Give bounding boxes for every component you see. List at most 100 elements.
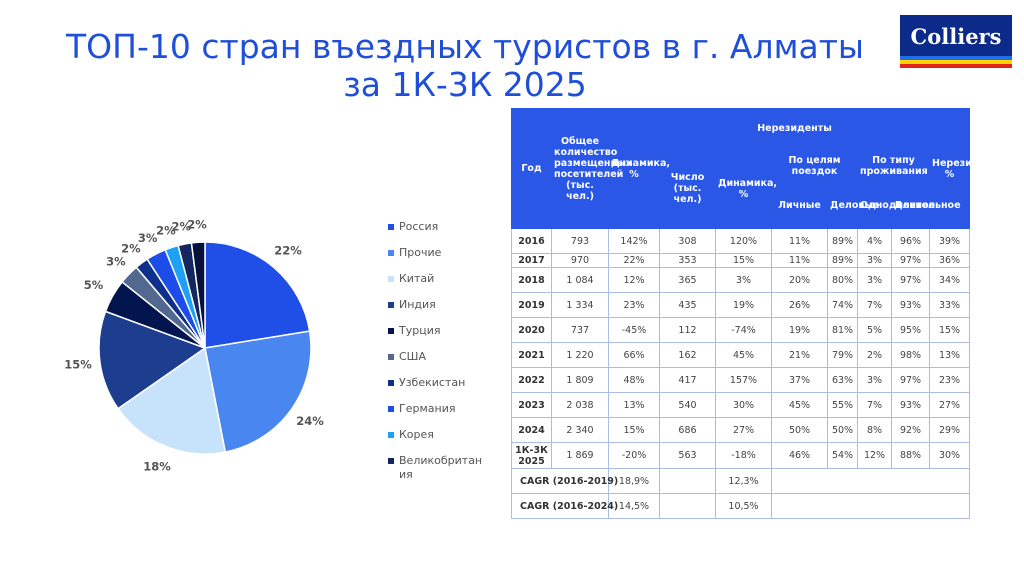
table-cell: 36%	[929, 253, 970, 268]
header-business: Деловые	[827, 182, 879, 229]
cagr-row: CAGR (2016-2019) 18,9% 12,3%	[511, 468, 970, 494]
legend-item: Индия	[388, 298, 508, 324]
table-cell: -20%	[608, 442, 660, 469]
table-cell: 112	[659, 317, 716, 343]
legend-item: Корея	[388, 428, 508, 454]
table-cell: 30%	[715, 392, 772, 418]
table-cell: 7%	[857, 292, 892, 318]
table-cell: 29%	[929, 417, 970, 443]
table-cell	[659, 468, 716, 494]
table-row: 2017 970 22% 353 15% 11% 89% 3% 97% 36%	[511, 253, 970, 268]
table-cell: 11%	[771, 228, 828, 254]
table-cell	[659, 493, 716, 519]
table-cell: 13%	[929, 342, 970, 368]
table-year-cell: 2016	[511, 228, 552, 254]
table-cell: 737	[551, 317, 609, 343]
table-cell: 3%	[857, 367, 892, 393]
table-cell: 96%	[891, 228, 930, 254]
legend-label: Узбекистан	[399, 376, 466, 389]
cagr-row: CAGR (2016-2024) 14,5% 10,5%	[511, 493, 970, 519]
legend-label: Великобритания	[399, 454, 483, 481]
pie-legend: Россия Прочие Китай Индия Турция США Узбекиста…	[388, 220, 508, 494]
legend-swatch	[388, 354, 394, 360]
pie-slice-1	[204, 330, 312, 453]
table-cell: 970	[551, 253, 609, 268]
pie-slice-3	[98, 310, 207, 410]
table-cell: 1 809	[551, 367, 609, 393]
cagr-label: CAGR (2016-2024)	[511, 493, 618, 519]
table-cell: 563	[659, 442, 716, 469]
table-cell: 4%	[857, 228, 892, 254]
header-dynamics: Динамика, %	[608, 108, 670, 229]
header-long-term: Длительное	[891, 182, 961, 229]
legend-label: Россия	[399, 220, 439, 233]
table-row: 2023 2 038 13% 540 30% 45% 55% 7% 93% 27%	[511, 392, 970, 418]
table-cell: 1 869	[551, 442, 609, 469]
title-line-2: за 1К-3К 2025	[343, 65, 587, 104]
legend-swatch	[388, 458, 394, 464]
header-personal: Личные	[771, 182, 828, 229]
table-cell: 37%	[771, 367, 828, 393]
table-cell: 13%	[608, 392, 660, 418]
logo-text: Colliers	[910, 24, 1002, 49]
table-cell: 2%	[857, 342, 892, 368]
pie-label-0: 22%	[274, 244, 302, 258]
table-cell	[771, 468, 970, 494]
table-cell: 46%	[771, 442, 828, 469]
pie-label-5: 3%	[106, 255, 126, 269]
table-cell: 2 340	[551, 417, 609, 443]
legend-swatch	[388, 328, 394, 334]
legend-label: Прочие	[399, 246, 442, 259]
table-row: 2024 2 340 15% 686 27% 50% 50% 8% 92% 29%	[511, 417, 970, 443]
table-cell: 93%	[891, 392, 930, 418]
logo-stripes	[900, 56, 1012, 72]
header-year: Год	[511, 108, 552, 229]
table-cell: 21%	[771, 342, 828, 368]
table-cell: 45%	[715, 342, 772, 368]
table-cell: 365	[659, 267, 716, 293]
pie-label-2: 18%	[143, 460, 171, 474]
header-count: Число (тыс. чел.)	[659, 148, 716, 229]
table-cell: 39%	[929, 228, 970, 254]
table-year-cell: 1К-3К 2025	[511, 442, 552, 469]
pie-label-4: 5%	[84, 278, 104, 292]
cagr-label: CAGR (2016-2019)	[511, 468, 618, 494]
table-cell: 54%	[827, 442, 858, 469]
table-cell: 23%	[929, 367, 970, 393]
table-cell: 23%	[608, 292, 660, 318]
table-cell: 80%	[827, 267, 858, 293]
table-cell: 74%	[827, 292, 858, 318]
table-cell: 50%	[771, 417, 828, 443]
pie-label-8: 2%	[156, 223, 176, 237]
legend-label: Китай	[399, 272, 435, 285]
table-cell: 81%	[827, 317, 858, 343]
statistics-table: Год Общее количество размещенных посетит…	[511, 108, 1010, 519]
table-row: 2019 1 334 23% 435 19% 26% 74% 7% 93% 33%	[511, 292, 970, 318]
table-cell: 435	[659, 292, 716, 318]
table-cell: 7%	[857, 392, 892, 418]
table-cell: 162	[659, 342, 716, 368]
table-cell: 48%	[608, 367, 660, 393]
legend-swatch	[388, 276, 394, 282]
header-stay-type: По типу проживания	[857, 148, 930, 183]
legend-swatch	[388, 302, 394, 308]
table-cell: 97%	[891, 253, 930, 268]
legend-item: Великобритания	[388, 454, 508, 494]
table-cell: 1 220	[551, 342, 609, 368]
cagr-total: 18,9%	[608, 468, 660, 494]
table-cell: 5%	[857, 317, 892, 343]
header-nonresidents: Нерезиденты	[659, 108, 930, 149]
header-one-day: Однодневное	[857, 182, 935, 229]
table-cell: 15%	[715, 253, 772, 268]
table-cell	[771, 493, 970, 519]
table-cell: 95%	[891, 317, 930, 343]
pie-slice-0	[204, 241, 311, 349]
legend-item: Прочие	[388, 246, 508, 272]
table-year-cell: 2022	[511, 367, 552, 393]
cagr-count: 12,3%	[715, 468, 772, 494]
table-cell: 98%	[891, 342, 930, 368]
pie-label-10: 2%	[187, 217, 207, 231]
table-cell: 97%	[891, 267, 930, 293]
table-cell: 12%	[857, 442, 892, 469]
legend-label: Германия	[399, 402, 456, 415]
